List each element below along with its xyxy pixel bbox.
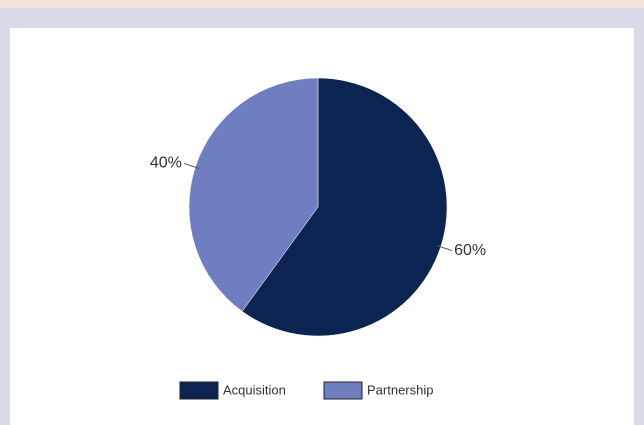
leader-line (183, 162, 200, 169)
legend-label: Partnership (367, 382, 433, 397)
legend-swatch (179, 381, 219, 400)
legend-label: Acquisition (223, 382, 286, 397)
data-label: 40% (150, 155, 182, 172)
data-label: 60% (454, 242, 486, 259)
leader-line (436, 245, 453, 252)
title-strip (0, 0, 644, 8)
legend-swatch (323, 381, 363, 400)
